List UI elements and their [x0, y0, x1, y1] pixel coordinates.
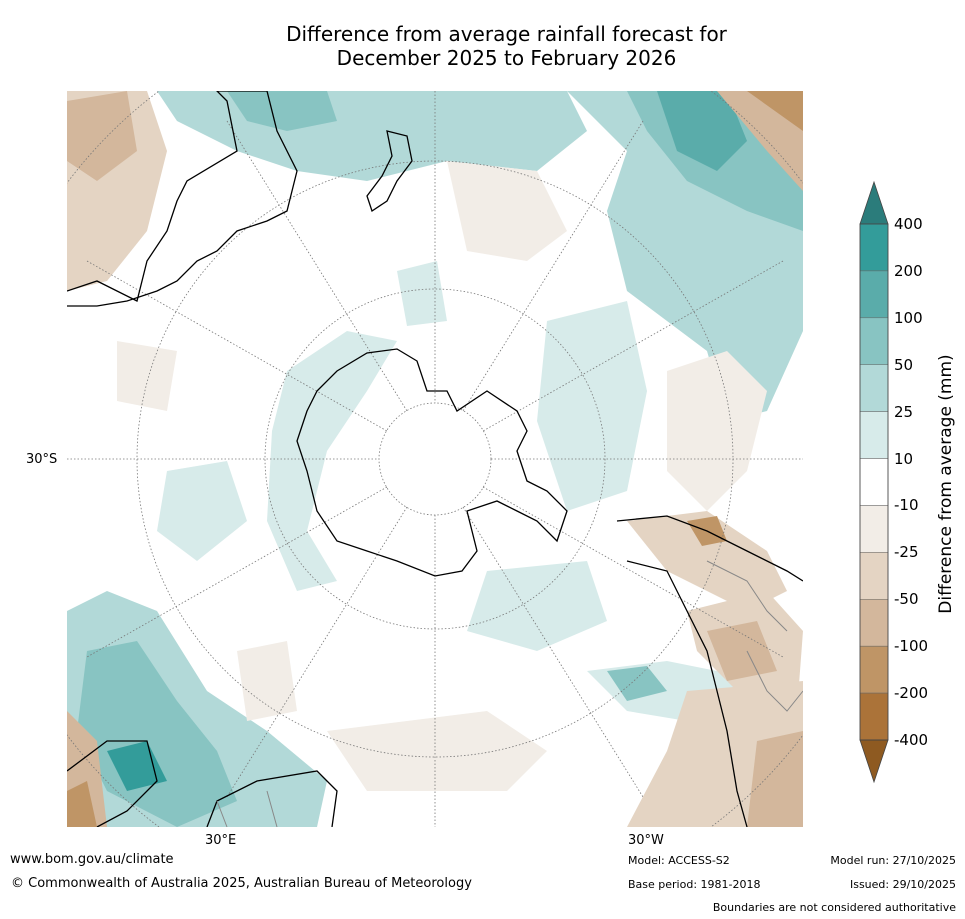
africa-coastline: [67, 740, 338, 827]
colorbar-tick-label: 400: [894, 215, 923, 233]
colorbar-extend-top: [859, 180, 889, 225]
colorbar-segment: [859, 223, 889, 272]
base-period-text: Base period: 1981-2018: [628, 878, 761, 891]
map-title-line2: December 2025 to February 2026: [336, 46, 677, 70]
graticule: [67, 91, 803, 827]
map-title: Difference from average rainfall forecas…: [0, 22, 965, 70]
model-text: Model: ACCESS-S2: [628, 854, 730, 867]
colorbar-tick-label: -50: [894, 590, 919, 609]
colorbar-segment: [859, 270, 889, 319]
colorbar-segment: [859, 364, 889, 412]
colorbar-segment: [859, 317, 889, 365]
colorbar-segment: [859, 505, 889, 553]
new-zealand-coastline: [366, 130, 413, 213]
south-america-coastline: [616, 515, 803, 827]
australia-coastline: [67, 91, 298, 307]
map-canvas: [67, 91, 803, 827]
colorbar-segment: [859, 645, 889, 694]
disclaimer-text: Boundaries are not considered authoritat…: [712, 901, 956, 914]
antarctica-coastline: [296, 348, 568, 577]
longitude-label-30e: 30°E: [205, 833, 237, 848]
colorbar-tick-label: 25: [894, 402, 914, 421]
colorbar-segment: [859, 552, 889, 600]
issued-text: Issued: 29/10/2025: [849, 878, 956, 891]
wet-anomaly-regions: [67, 91, 803, 827]
copyright-text: © Commonwealth of Australia 2025, Austra…: [11, 876, 472, 891]
colorbar-segment: [859, 411, 889, 459]
country-boundaries: [216, 560, 803, 827]
colorbar-tick-label: 50: [894, 355, 914, 374]
colorbar-segment: [859, 692, 889, 741]
colorbar-segment: [859, 599, 889, 647]
colorbar-extend-bottom: [859, 739, 889, 784]
coastlines: [67, 91, 803, 827]
colorbar-tick-label: -25: [894, 543, 919, 562]
colorbar-tick-label: 100: [894, 308, 923, 327]
colorbar-tick-label: -400: [894, 731, 929, 749]
colorbar: [859, 180, 889, 784]
dry-anomaly-regions: [67, 91, 803, 827]
latitude-label-30s: 30°S: [26, 452, 58, 467]
colorbar-tick-label: 10: [894, 449, 914, 468]
colorbar-tick-label: -10: [894, 496, 919, 515]
website-link[interactable]: www.bom.gov.au/climate: [10, 852, 174, 867]
colorbar-tick-label: -100: [894, 637, 929, 656]
colorbar-tick-label: 200: [894, 261, 923, 280]
colorbar-title: Difference from average (mm): [936, 354, 956, 614]
colorbar-segment: [859, 458, 889, 506]
colorbar-tick-label: -200: [894, 684, 929, 703]
longitude-label-30w: 30°W: [628, 833, 664, 848]
map-title-line1: Difference from average rainfall forecas…: [286, 22, 727, 46]
model-run-text: Model run: 27/10/2025: [830, 854, 956, 867]
rainfall-map[interactable]: [67, 91, 803, 827]
